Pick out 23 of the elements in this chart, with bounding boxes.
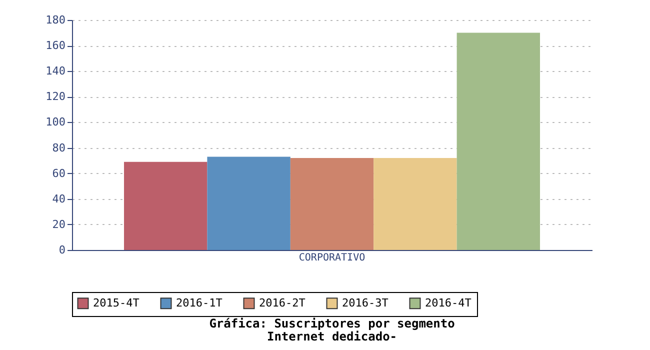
y-tick-label: 0 [58, 244, 66, 256]
y-tick-label: 160 [46, 39, 66, 52]
y-tick-label: 20 [52, 218, 66, 231]
text: Gráfica: Suscriptores por segmento [209, 316, 455, 330]
bar [124, 162, 208, 250]
bar [456, 32, 540, 250]
x-tick-label: CORPORATIVO [298, 252, 366, 264]
bar [207, 156, 290, 250]
y-tick-label: 40 [52, 192, 66, 206]
y-tick-label: 140 [46, 64, 66, 78]
legend-label: 2016-1T [176, 296, 223, 310]
legend-label: 2016-2T [259, 296, 306, 310]
y-tick-label: 60 [52, 166, 66, 180]
y-tick-label: 120 [46, 90, 66, 104]
y-tick-label: 100 [46, 116, 66, 129]
text: Internet dedicado- [266, 330, 398, 344]
bar [290, 158, 374, 250]
y-tick-label: 180 [46, 14, 66, 26]
y-tick-label: 80 [52, 141, 66, 154]
bar [374, 158, 457, 250]
legend-label: 2016-4T [425, 296, 472, 310]
legend-label: 2016-3T [342, 296, 389, 310]
legend-label: 2015-4T [93, 296, 140, 310]
